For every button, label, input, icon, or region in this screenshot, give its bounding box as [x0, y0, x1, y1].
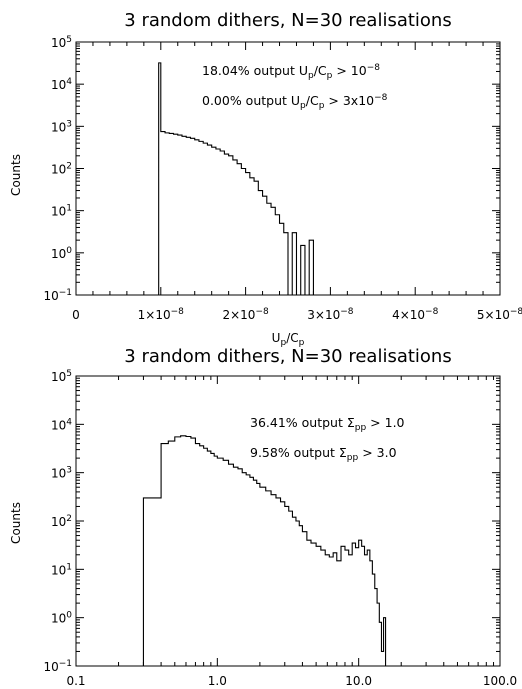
y-tick-label: 104	[51, 77, 72, 92]
x-tick-label: 100.0	[483, 674, 517, 688]
x-axis-label-text: Up/Cp	[272, 331, 305, 348]
y-tick-label: 100	[51, 611, 72, 626]
x-tick-label: 2×10−8	[222, 307, 269, 322]
y-tick-label: 10−1	[43, 288, 72, 303]
x-tick-label: 1×10−8	[138, 307, 185, 322]
histogram-outline	[158, 62, 314, 296]
bottom-annotations: 36.41% output Σpp > 1.0 9.58% output Σpp …	[250, 415, 405, 463]
y-tick-label: 103	[51, 119, 72, 134]
y-tick-label: 10−1	[43, 659, 72, 674]
bottom-chart-title: 3 random dithers, N=30 realisations	[124, 346, 451, 367]
x-tick-label: 0.1	[66, 674, 85, 688]
y-tick-label: 101	[51, 204, 72, 219]
y-tick-label: 100	[51, 246, 72, 261]
x-tick-label: 5×10−8	[477, 307, 522, 322]
top-histogram	[158, 62, 314, 296]
x-tick-label: 0	[72, 308, 80, 322]
y-tick-label: 105	[51, 369, 72, 384]
annotation-line: 0.00% output Up/Cp > 3x10−8	[202, 93, 388, 111]
bottom-plot-frame	[75, 375, 501, 667]
top-x-axis-label: Up/Cp	[272, 331, 305, 348]
annotation-line: 9.58% output Σpp > 3.0	[250, 445, 397, 463]
y-tick-label: 102	[51, 162, 72, 177]
bottom-y-axis-label: Counts	[9, 502, 23, 544]
y-tick-label: 103	[51, 466, 72, 481]
top-annotations: 18.04% output Up/Cp > 10−8 0.00% output U…	[202, 63, 388, 111]
top-y-axis-label: Counts	[9, 154, 23, 196]
bottom-axis-ticks: 10−1 100 101 102 103 104 105 0.1 1.0 10.0 100.0	[43, 369, 517, 688]
y-tick-label: 105	[51, 35, 72, 50]
x-tick-label: 4×10−8	[392, 307, 439, 322]
y-tick-label: 104	[51, 417, 72, 432]
top-histogram-panel: 3 random dithers, N=30 realisations Coun…	[9, 10, 522, 348]
x-tick-label: 10.0	[345, 674, 372, 688]
top-chart-title: 3 random dithers, N=30 realisations	[124, 10, 451, 31]
top-plot-frame	[75, 41, 501, 296]
bottom-histogram-panel: 3 random dithers, N=30 realisations Coun…	[9, 346, 517, 688]
histogram-outline	[142, 435, 388, 667]
x-tick-label: 3×10−8	[307, 307, 354, 322]
annotation-line: 18.04% output Up/Cp > 10−8	[202, 63, 380, 81]
y-tick-label: 101	[51, 562, 72, 577]
x-tick-label: 1.0	[208, 674, 227, 688]
bottom-histogram	[142, 435, 388, 667]
top-axis-ticks: 10−1 100 101 102 103 104 105 0 1×10−8 2×10−8 3×10−…	[43, 35, 522, 322]
annotation-line: 36.41% output Σpp > 1.0	[250, 415, 405, 433]
y-tick-label: 102	[51, 514, 72, 529]
